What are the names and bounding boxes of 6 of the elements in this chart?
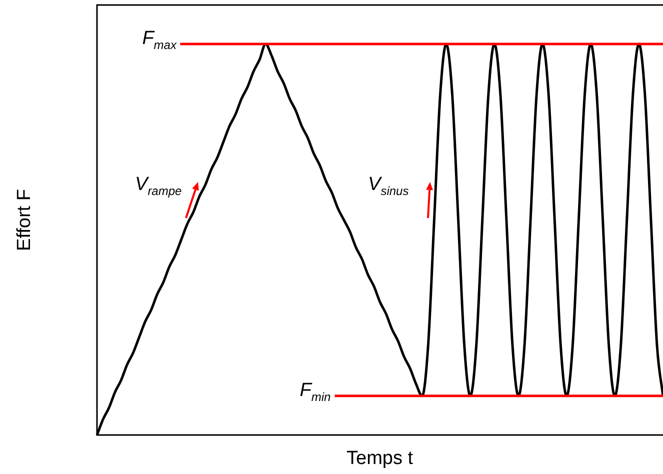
annotation: V$_{sinus}$ [368, 174, 409, 198]
x-axis-title: Temps t [346, 448, 414, 470]
ref-line-label: F$_{max}$ [142, 28, 176, 52]
ref-line-label: F$_{min}$ [300, 380, 331, 404]
annotation: V$_{rampe}$ [135, 174, 182, 198]
y-axis-title: Effort F [14, 189, 36, 251]
